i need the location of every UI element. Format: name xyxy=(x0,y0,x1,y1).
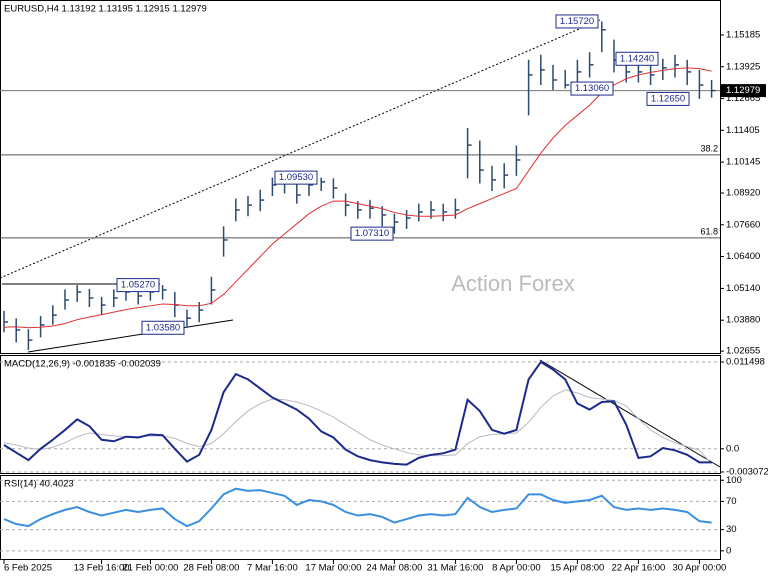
y-tick-label: 1.11405 xyxy=(726,125,760,136)
x-tick-label: 7 Mar 16:00 xyxy=(247,563,298,574)
annotation-box xyxy=(646,91,690,106)
x-tick-label: 22 Apr 16:00 xyxy=(611,563,665,574)
annotation-label: 1.15720 xyxy=(560,16,594,27)
y-tick-label: 1.15185 xyxy=(726,29,760,40)
annotation-label: 1.14240 xyxy=(620,53,654,64)
annotation-box xyxy=(570,81,614,96)
annotation-label: 1.09530 xyxy=(279,172,313,183)
x-tick-label: 17 Mar 00:00 xyxy=(305,563,361,574)
price-panel xyxy=(0,0,721,354)
annotation-label: 1.13060 xyxy=(575,83,609,94)
watermark: Action Forex xyxy=(451,271,575,296)
annotation-label: 1.12650 xyxy=(651,93,685,104)
chart-title: EURUSD,H4 1.13192 1.13195 1.12915 1.1297… xyxy=(4,4,207,15)
y-tick-label: 1.10145 xyxy=(726,157,760,168)
panel-title: RSI(14) 40.4023 xyxy=(4,479,74,490)
y-tick-label: 1.13925 xyxy=(726,61,760,72)
y-tick-label: 30 xyxy=(726,524,737,535)
trend-line xyxy=(0,19,601,279)
annotation-label: 1.07310 xyxy=(355,228,389,239)
y-tick-label: 1.12665 xyxy=(726,93,760,104)
fib-label: 38.2 xyxy=(700,143,718,153)
y-tick-label: -0.003072 xyxy=(726,466,768,477)
annotation-box xyxy=(555,14,599,29)
y-tick-label: 1.08920 xyxy=(726,188,760,199)
x-tick-label: 31 Mar 16:00 xyxy=(427,563,483,574)
trend-line xyxy=(27,319,234,353)
fib-label: 61.8 xyxy=(700,226,718,236)
y-tick-label: 100 xyxy=(726,475,742,486)
annotation-box xyxy=(116,278,160,293)
x-tick-label: 8 Apr 00:00 xyxy=(492,563,541,574)
line xyxy=(3,389,712,465)
x-tick-label: 13 Feb 16:00 xyxy=(74,563,130,574)
y-tick-label: 1.05140 xyxy=(726,283,760,294)
macd-panel xyxy=(0,355,721,474)
y-tick-label: 1.02655 xyxy=(726,346,760,357)
y-tick-label: 0.011498 xyxy=(726,357,765,368)
line xyxy=(3,487,712,528)
annotation-box xyxy=(615,51,659,66)
y-tick-label: 1.03880 xyxy=(726,315,760,326)
x-tick-label: 21 Feb 00:00 xyxy=(122,563,178,574)
y-tick-label: 0 xyxy=(726,545,731,556)
y-tick-label: 70 xyxy=(726,496,737,507)
annotation-box xyxy=(141,320,185,335)
y-tick-label: 1.07660 xyxy=(726,219,760,230)
annotation-box xyxy=(350,226,394,241)
x-tick-label: 15 Apr 08:00 xyxy=(550,563,604,574)
last-price-label: 1.12979 xyxy=(726,85,760,96)
line xyxy=(3,67,712,329)
panel-title: MACD(12,26,9) -0.001835 -0.002039 xyxy=(4,359,161,370)
x-tick-label: 24 Mar 08:00 xyxy=(366,563,422,574)
annotation-label: 1.03580 xyxy=(146,322,180,333)
x-tick-label: 6 Feb 2025 xyxy=(4,563,52,574)
line xyxy=(3,360,712,466)
y-tick-label: 1.06400 xyxy=(726,251,760,262)
x-tick-label: 30 Apr 00:00 xyxy=(672,563,726,574)
annotation-box xyxy=(274,170,318,185)
rsi-panel xyxy=(0,475,721,560)
annotation-label: 1.05270 xyxy=(121,280,155,291)
last-price-box xyxy=(721,84,766,98)
x-tick-label: 28 Feb 08:00 xyxy=(183,563,239,574)
y-tick-label: 0.0 xyxy=(726,443,739,454)
